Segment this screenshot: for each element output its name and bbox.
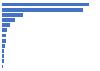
Bar [2,54,4,58]
Bar [2,13,23,17]
Bar [2,34,6,37]
Bar [2,3,89,6]
Bar [2,28,7,32]
Bar [2,18,15,22]
Bar [2,49,4,53]
Bar [2,44,5,48]
Bar [2,23,10,27]
Bar [2,59,4,63]
Bar [2,65,3,68]
Bar [2,8,83,12]
Bar [2,39,6,43]
